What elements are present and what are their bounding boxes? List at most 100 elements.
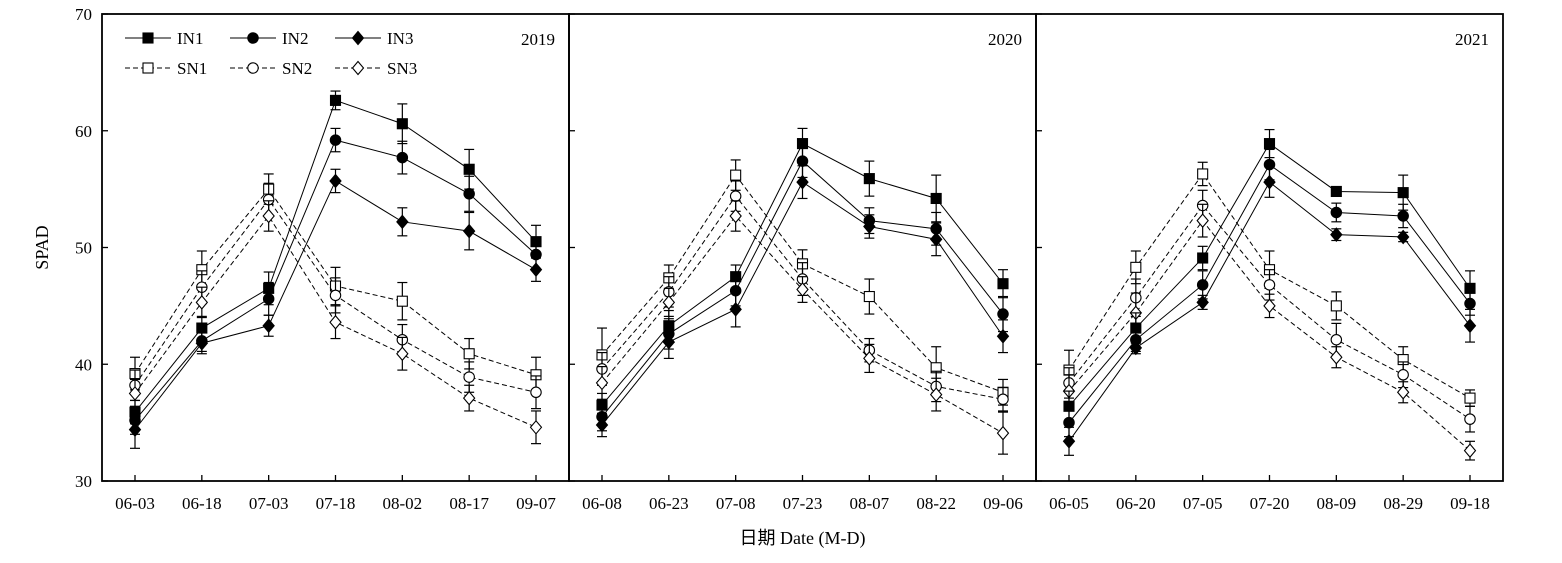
data-point-IN2 — [1196, 279, 1209, 291]
data-point-IN3 — [863, 219, 876, 234]
data-point-SN2 — [1330, 333, 1343, 346]
data-point-IN1 — [930, 192, 942, 205]
data-point-SN2 — [729, 190, 742, 202]
data-point-IN2 — [997, 308, 1009, 320]
panel-year-label: 2020 — [988, 30, 1022, 49]
x-tick-label: 08-02 — [382, 494, 422, 513]
x-tick-label: 06-08 — [582, 494, 622, 513]
panel-year-label: 2021 — [1455, 30, 1489, 49]
data-point-SN3 — [1263, 298, 1276, 314]
data-point-SN3 — [1463, 443, 1477, 458]
data-point-SN3 — [329, 314, 342, 330]
data-point-SN3 — [1196, 213, 1209, 228]
data-point-SN2 — [997, 393, 1009, 406]
legend-label-IN1: IN1 — [177, 29, 203, 48]
data-point-IN2 — [1464, 297, 1476, 310]
data-point-IN3 — [1396, 229, 1410, 245]
data-point-SN3 — [662, 295, 676, 310]
data-point-IN2 — [329, 134, 342, 146]
data-point-IN3 — [128, 422, 142, 437]
panel-frame-2021 — [1035, 13, 1504, 482]
legend-marker-SN1 — [142, 62, 154, 74]
data-point-IN3 — [996, 328, 1010, 344]
data-point-SN1 — [730, 169, 742, 181]
data-point-IN2 — [463, 188, 475, 200]
data-point-IN1 — [997, 278, 1009, 290]
data-point-SN1 — [1330, 300, 1342, 312]
y-tick-label: 70 — [75, 5, 92, 24]
data-point-SN2 — [1263, 279, 1276, 291]
x-axis-title: 日期 Date (M-D) — [740, 528, 866, 549]
data-point-IN2 — [1330, 206, 1343, 219]
x-tick-label: 07-18 — [316, 494, 356, 513]
panel-frame-2019 — [101, 13, 570, 482]
data-point-SN3 — [863, 351, 876, 366]
data-point-SN3 — [729, 208, 742, 224]
data-point-SN2 — [1397, 369, 1409, 381]
data-point-IN1 — [1330, 185, 1342, 198]
data-point-IN2 — [1063, 416, 1075, 429]
legend-marker-SN3 — [351, 60, 365, 76]
x-tick-label: 08-07 — [849, 494, 889, 513]
x-tick-label: 06-03 — [115, 494, 155, 513]
data-point-IN2 — [796, 155, 809, 167]
data-point-SN1 — [1464, 392, 1476, 404]
data-point-IN1 — [1263, 138, 1276, 150]
data-point-IN3 — [662, 334, 676, 350]
data-point-IN3 — [262, 318, 275, 334]
data-point-IN1 — [329, 94, 342, 106]
x-tick-label: 09-18 — [1450, 494, 1490, 513]
y-tick-label: 30 — [75, 472, 92, 491]
data-point-SN2 — [329, 289, 342, 302]
x-tick-label: 06-05 — [1049, 494, 1089, 513]
x-tick-label: 07-20 — [1250, 494, 1290, 513]
data-point-IN3 — [1463, 318, 1477, 334]
data-point-IN3 — [929, 231, 943, 247]
data-point-IN3 — [729, 302, 742, 317]
y-tick-label: 40 — [75, 355, 92, 374]
data-point-SN1 — [1130, 261, 1142, 273]
data-point-SN3 — [1330, 349, 1343, 365]
data-point-SN2 — [1464, 413, 1476, 425]
x-tick-label: 08-09 — [1316, 494, 1356, 513]
data-point-IN2 — [396, 151, 409, 164]
panel-frame-2020 — [568, 13, 1037, 482]
y-tick-label: 50 — [75, 239, 92, 258]
panel-year-label: 2019 — [521, 30, 555, 49]
data-point-IN2 — [1397, 210, 1409, 222]
x-tick-label: 08-22 — [916, 494, 956, 513]
data-point-SN1 — [1197, 168, 1209, 180]
x-tick-label: 07-23 — [783, 494, 823, 513]
x-tick-label: 06-23 — [649, 494, 689, 513]
data-point-IN3 — [595, 417, 609, 433]
legend-label-SN2: SN2 — [282, 59, 312, 78]
data-point-IN3 — [1062, 433, 1076, 449]
data-point-SN3 — [1396, 384, 1410, 400]
data-point-IN3 — [1330, 227, 1343, 243]
y-tick-label: 60 — [75, 122, 92, 141]
data-point-IN3 — [529, 262, 543, 278]
x-tick-label: 06-18 — [182, 494, 222, 513]
data-point-SN3 — [529, 419, 543, 435]
x-tick-label: 08-17 — [449, 494, 489, 513]
x-tick-label: 09-07 — [516, 494, 556, 513]
data-point-IN1 — [1397, 187, 1409, 199]
data-point-IN2 — [262, 293, 275, 305]
legend-label-IN2: IN2 — [282, 29, 308, 48]
data-point-SN1 — [863, 290, 875, 303]
x-tick-label: 07-08 — [716, 494, 756, 513]
data-point-IN3 — [1196, 295, 1209, 310]
data-point-SN3 — [262, 208, 275, 224]
data-point-SN3 — [929, 387, 943, 402]
legend-label-SN3: SN3 — [387, 59, 417, 78]
data-point-SN2 — [463, 371, 475, 383]
x-tick-label: 09-06 — [983, 494, 1023, 513]
data-point-IN1 — [863, 173, 875, 185]
data-point-SN3 — [796, 282, 809, 297]
data-point-SN3 — [195, 295, 209, 310]
legend-marker-SN2 — [247, 62, 259, 74]
data-point-IN3 — [329, 173, 342, 189]
legend-marker-IN2 — [247, 32, 259, 44]
